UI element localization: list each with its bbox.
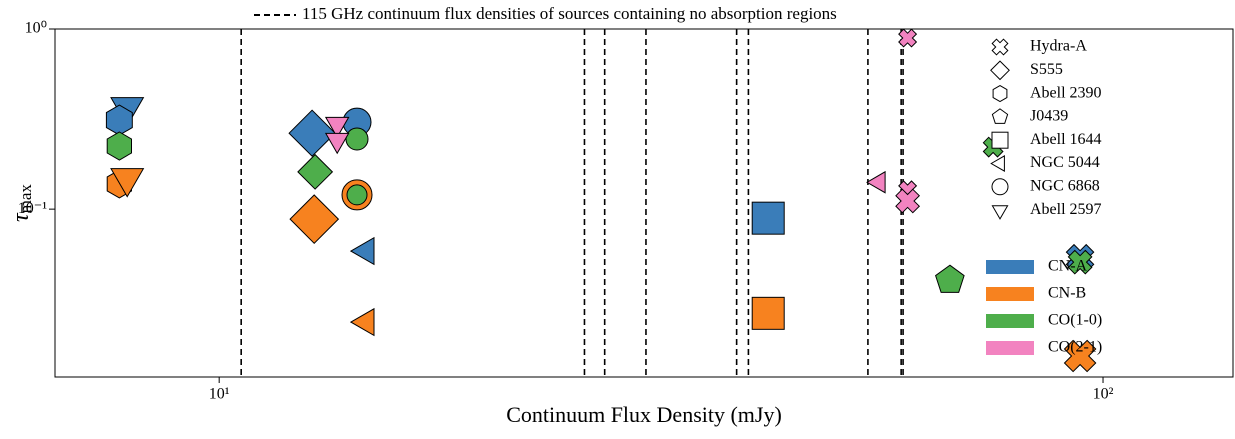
point: [865, 170, 886, 194]
y-tick-label: 10⁰: [25, 20, 47, 37]
legend-marker: [991, 178, 1009, 196]
point: [345, 127, 369, 151]
legend-marker: [990, 155, 1005, 172]
x-tick-label: 10¹: [209, 386, 230, 403]
y-axis-label: τmax: [8, 184, 35, 222]
legend-label: J0439: [1030, 108, 1068, 125]
legend-label: CN-B: [1048, 285, 1086, 302]
legend-swatch: [986, 260, 1034, 274]
chart-title: 115 GHz continuum flux densities of sour…: [302, 4, 837, 23]
point: [895, 188, 921, 214]
legend-marker: [992, 85, 1008, 103]
legend-marker: [990, 60, 1010, 81]
legend-marker: [991, 131, 1009, 149]
legend-label: CN-A: [1048, 258, 1088, 275]
point: [288, 109, 336, 157]
legend-label: Abell 2597: [1030, 201, 1102, 218]
legend-label: S555: [1030, 61, 1063, 78]
legend-label: Abell 1644: [1030, 131, 1102, 148]
point: [1067, 249, 1093, 275]
point: [349, 307, 375, 337]
point: [935, 264, 965, 293]
point: [751, 201, 785, 235]
legend-marker: [991, 108, 1009, 124]
point: [297, 153, 334, 190]
legend-swatch: [986, 287, 1034, 301]
point: [346, 184, 368, 206]
legend-marker: [991, 205, 1009, 220]
plot-frame: [54, 28, 1234, 378]
point: [751, 296, 785, 330]
legend-label: Abell 2390: [1030, 84, 1102, 101]
point: [106, 131, 132, 161]
legend-label: CO(1-0): [1048, 312, 1102, 329]
point: [324, 132, 350, 155]
point: [1063, 339, 1097, 373]
point: [110, 168, 145, 198]
point: [898, 28, 918, 48]
legend-label: CO(2-1): [1048, 339, 1102, 356]
point: [289, 194, 340, 245]
point: [349, 236, 375, 266]
y-label-symbol: τ: [8, 212, 34, 222]
legend-swatch: [986, 341, 1034, 355]
point: [324, 116, 350, 139]
legend-label: NGC 5044: [1030, 154, 1100, 171]
legend-label: Hydra-A: [1030, 38, 1087, 55]
y-label-subscript: max: [16, 184, 35, 214]
legend-swatch: [986, 314, 1034, 328]
y-tick-label: 10⁻¹: [18, 200, 47, 217]
legend-marker: [991, 38, 1009, 56]
x-tick-label: 10²: [1093, 386, 1114, 403]
x-axis-label: Continuum Flux Density (mJy): [506, 402, 782, 427]
legend-label: NGC 6868: [1030, 177, 1100, 194]
